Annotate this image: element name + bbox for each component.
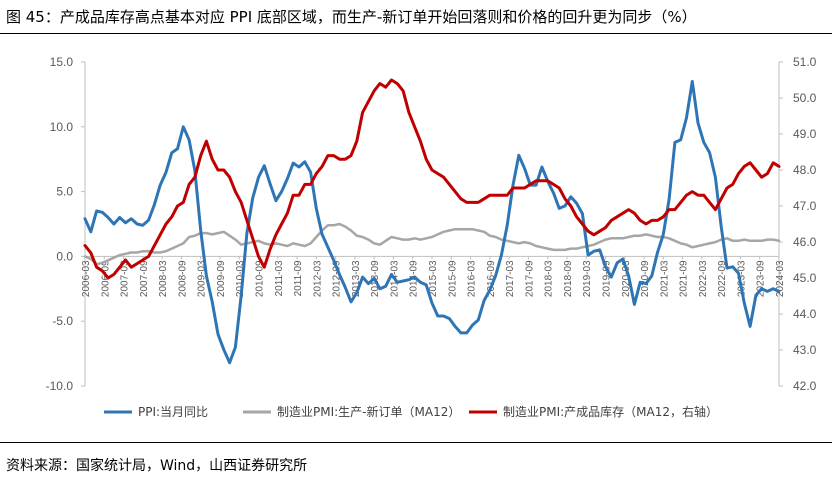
x-tick-label: 2009-09 — [216, 260, 227, 297]
series-line-3 — [83, 78, 781, 280]
x-tick-label: 2010-09 — [255, 260, 266, 297]
legend-label: 制造业PMI:产成品库存（MA12，右轴） — [503, 404, 718, 419]
x-tick-label: 2024-03 — [775, 260, 786, 297]
x-tick-label: 2020-03 — [621, 260, 632, 297]
right-tick-label: 51.0 — [793, 55, 817, 69]
x-tick-label: 2019-09 — [602, 260, 613, 297]
right-tick-label: 45.0 — [793, 271, 817, 285]
x-tick-label: 2020-09 — [640, 260, 651, 297]
x-tick-label: 2006-03 — [81, 260, 92, 297]
right-tick-label: 48.0 — [793, 163, 817, 177]
chart-legend: PPI:当月同比 制造业PMI:生产-新订单（MA12） 制造业PMI:产成品库存（… — [104, 404, 718, 419]
x-tick-label: 2021-03 — [659, 260, 670, 297]
right-tick-label: 42.0 — [793, 379, 817, 393]
x-tick-label: 2015-03 — [428, 260, 439, 297]
x-tick-label: 2018-03 — [544, 260, 555, 297]
x-tick-label: 2012-03 — [312, 260, 323, 297]
x-tick-label: 2007-03 — [120, 260, 131, 297]
x-tick-label: 2010-03 — [235, 260, 246, 297]
x-tick-label: 2018-09 — [563, 260, 574, 297]
x-tick-label: 2011-03 — [274, 260, 285, 296]
x-tick-label: 2016-09 — [486, 260, 497, 297]
chart-axes: 15.0 10.0 5.0 0.0 -5.0 -10.0 51.0 50.0 49.0 48.0 4… — [46, 55, 817, 393]
x-tick-label: 2009-03 — [197, 260, 208, 297]
x-tick-label: 2019-03 — [582, 260, 593, 297]
x-tick-label: 2017-09 — [524, 260, 535, 297]
right-tick-label: 46.0 — [793, 235, 817, 249]
line-chart: 15.0 10.0 5.0 0.0 -5.0 -10.0 51.0 50.0 49.0 48.0 4… — [46, 55, 817, 419]
source-divider — [0, 442, 832, 443]
x-tick-label: 2011-09 — [293, 260, 304, 296]
source-note: 资料来源：国家统计局，Wind，山西证券研究所 — [6, 458, 308, 474]
series-line-1 — [83, 79, 781, 365]
left-tick-label: 0.0 — [56, 249, 73, 263]
figure-title: 图 45：产成品库存高点基本对应 PPI 底部区域，而生产-新订单开始回落则和价… — [6, 8, 697, 26]
right-tick-label: 44.0 — [793, 307, 817, 321]
x-tick-label: 2013-03 — [351, 260, 362, 297]
chart-series — [83, 78, 781, 365]
right-tick-label: 43.0 — [793, 343, 817, 357]
left-tick-label: 5.0 — [56, 185, 73, 199]
x-tick-label: 2008-03 — [158, 260, 169, 297]
x-tick-label: 2015-09 — [447, 260, 458, 297]
x-tick-label: 2007-09 — [139, 260, 150, 297]
x-tick-label: 2008-09 — [177, 260, 188, 297]
left-tick-label: 15.0 — [50, 55, 74, 69]
x-tick-label: 2012-09 — [332, 260, 343, 297]
left-tick-label: 10.0 — [50, 120, 74, 134]
left-tick-label: -5.0 — [52, 314, 73, 328]
x-tick-label: 2023-03 — [736, 260, 747, 297]
right-tick-label: 49.0 — [793, 127, 817, 141]
x-tick-label: 2016-03 — [467, 260, 478, 297]
x-tick-label: 2017-03 — [505, 260, 516, 297]
left-tick-label: -10.0 — [46, 379, 74, 393]
title-divider — [0, 33, 832, 34]
right-tick-label: 50.0 — [793, 91, 817, 105]
legend-label: PPI:当月同比 — [138, 405, 208, 419]
right-tick-label: 47.0 — [793, 199, 817, 213]
x-tick-label: 2022-09 — [717, 260, 728, 297]
x-tick-label: 2023-09 — [756, 260, 767, 297]
legend-label: 制造业PMI:生产-新订单（MA12） — [277, 404, 460, 419]
x-tick-label: 2022-03 — [698, 260, 709, 297]
x-tick-label: 2021-09 — [679, 260, 690, 297]
x-tick-label: 2006-09 — [100, 260, 111, 297]
